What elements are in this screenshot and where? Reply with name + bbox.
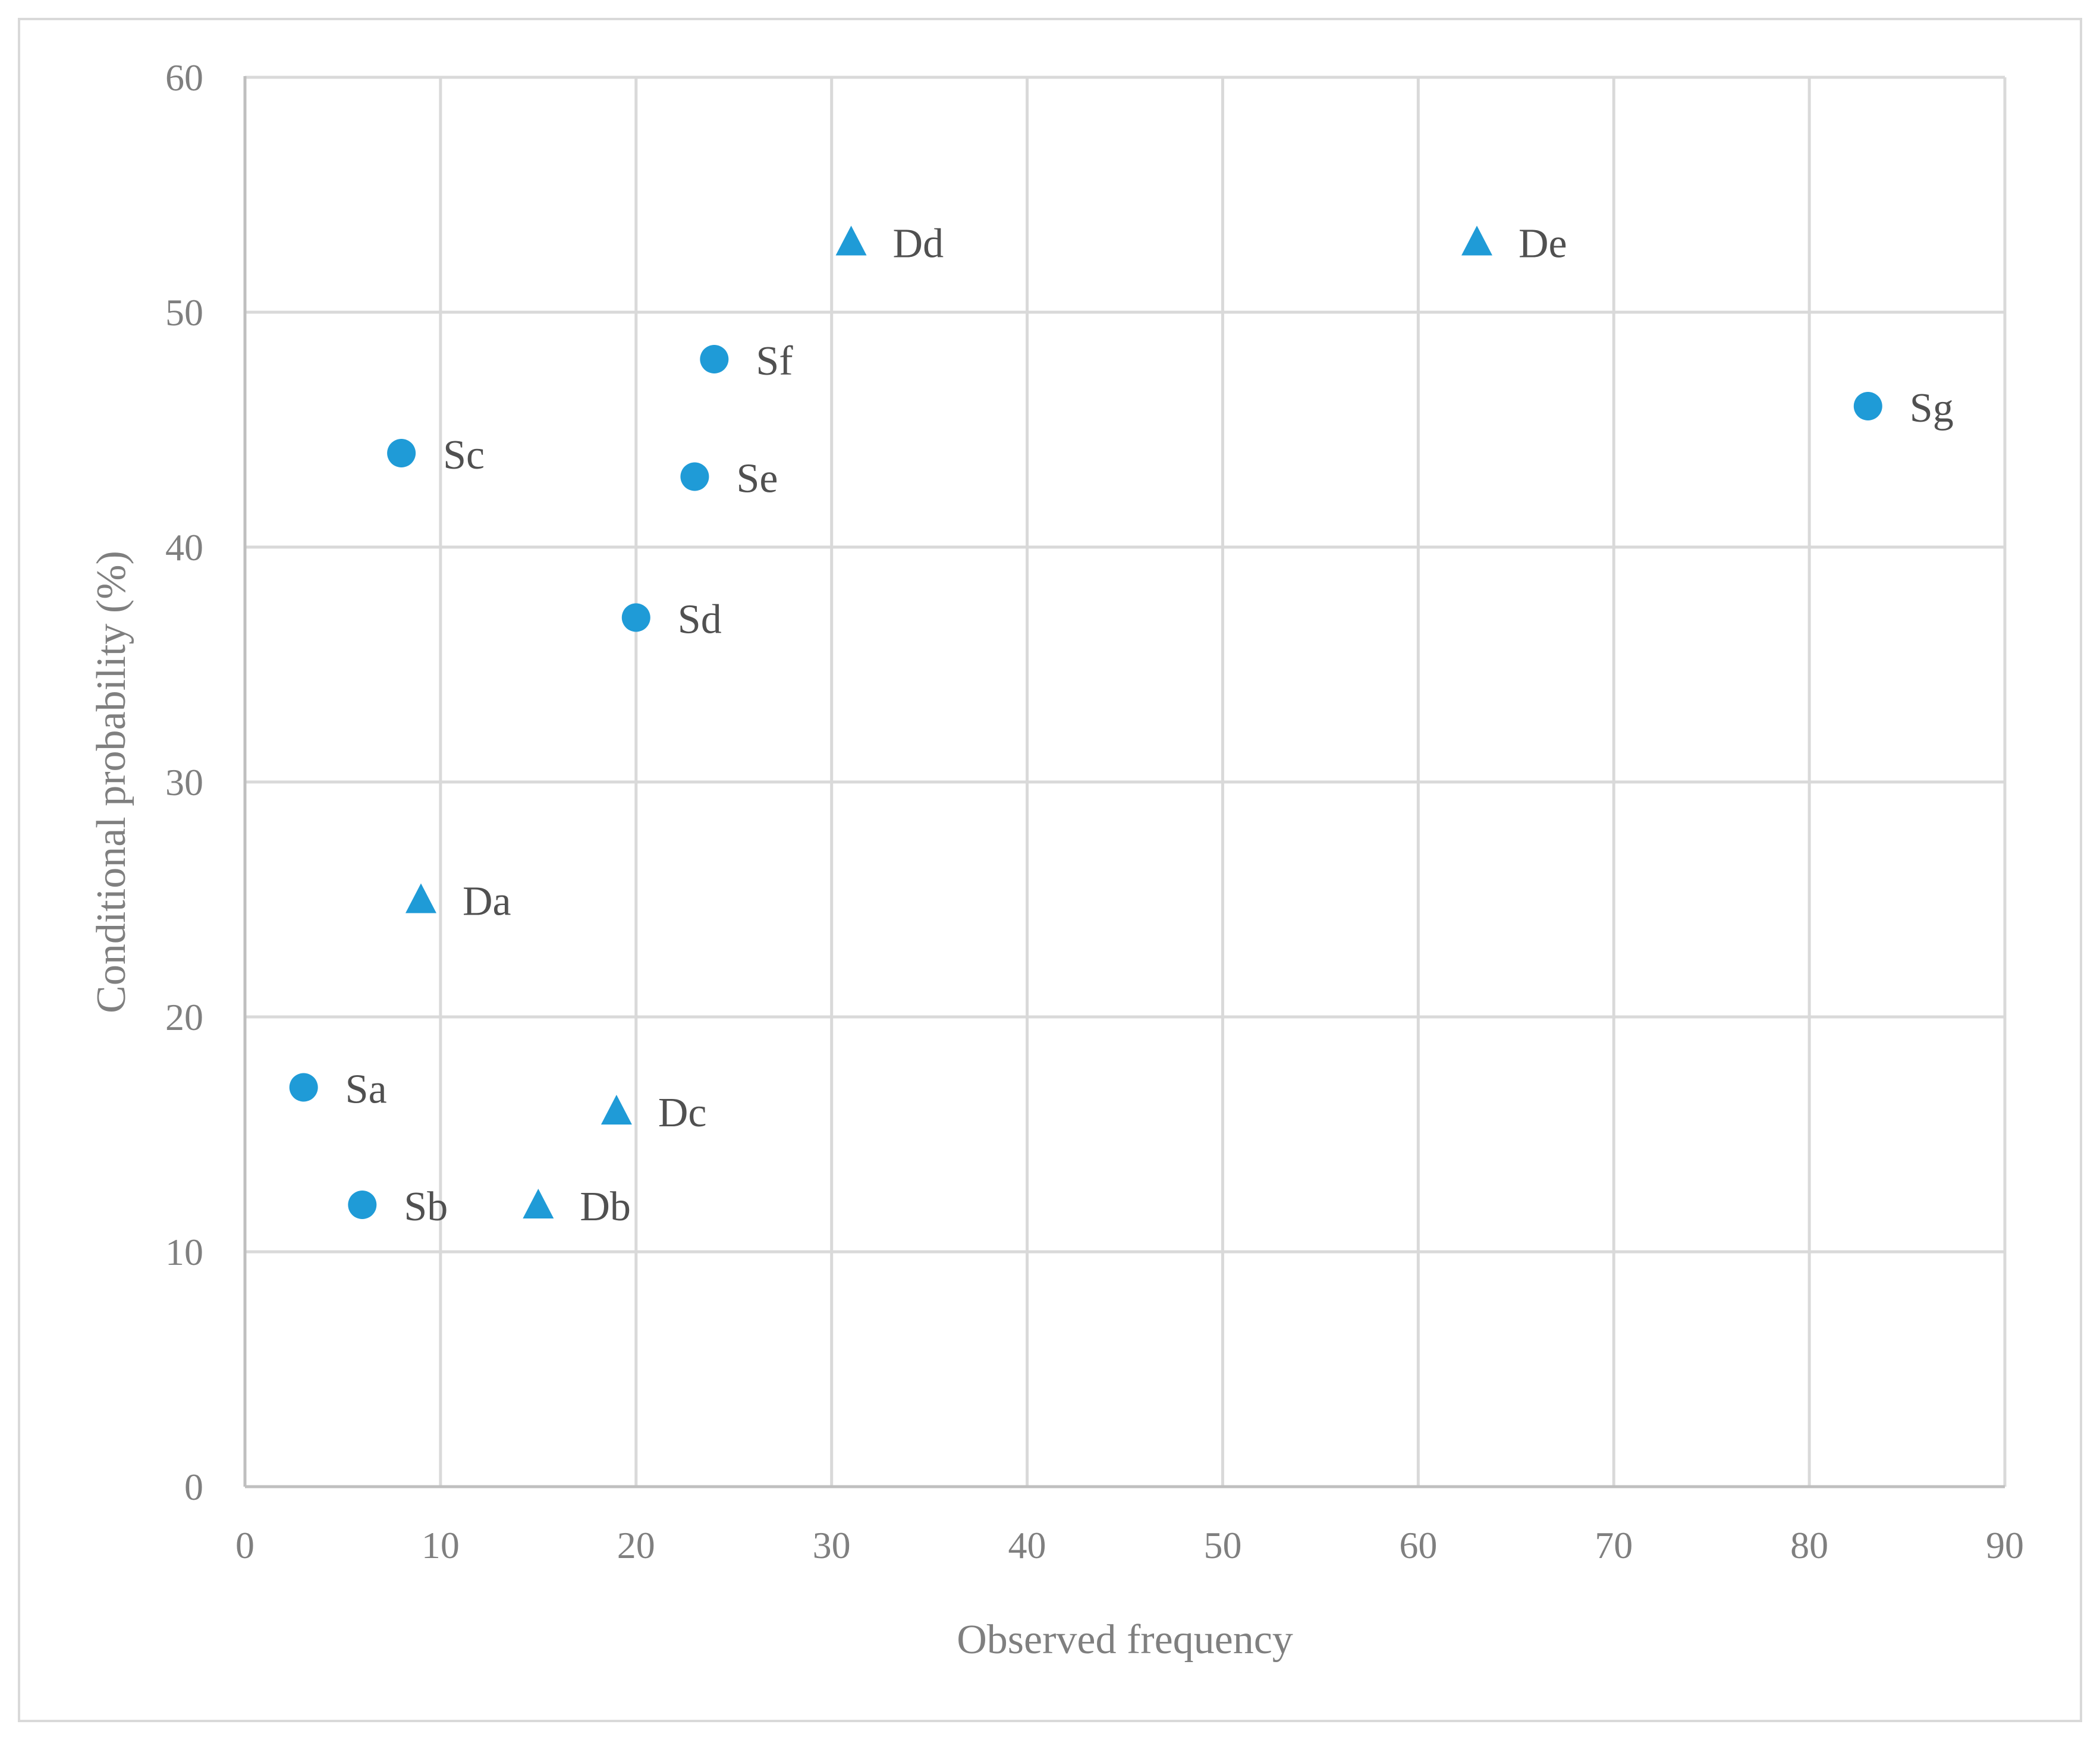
point-Se — [680, 462, 709, 491]
point-Sa — [289, 1073, 318, 1102]
x-tick-labels: 0 10 20 30 40 50 60 70 80 90 — [235, 1524, 2024, 1566]
x-tick-label-80: 80 — [1790, 1524, 1828, 1566]
x-tick-label-70: 70 — [1595, 1524, 1633, 1566]
y-tick-label-40: 40 — [165, 526, 203, 569]
y-tick-label-50: 50 — [165, 291, 203, 334]
point-Dd — [835, 225, 867, 256]
x-tick-label-50: 50 — [1203, 1524, 1241, 1566]
point-Sc — [387, 439, 416, 467]
point-label-Sd: Sd — [678, 597, 722, 643]
point-Sd — [621, 603, 650, 632]
y-tick-label-20: 20 — [165, 996, 203, 1038]
point-label-Se: Se — [736, 456, 778, 502]
point-label-Sg: Sg — [1910, 385, 1954, 431]
y-tick-labels: 0 10 20 30 40 50 60 — [165, 56, 203, 1508]
point-label-Dd: Dd — [893, 221, 944, 267]
point-label-Sc: Sc — [443, 432, 485, 478]
point-label-Sb: Sb — [404, 1184, 448, 1230]
x-tick-label-60: 60 — [1399, 1524, 1437, 1566]
chart-frame — [18, 18, 2082, 1722]
data-points — [289, 225, 1882, 1219]
x-tick-label-10: 10 — [422, 1524, 460, 1566]
y-tick-label-30: 30 — [165, 761, 203, 803]
point-label-Db: Db — [580, 1184, 631, 1230]
point-label-Da: Da — [463, 879, 511, 925]
x-tick-label-30: 30 — [813, 1524, 851, 1566]
point-Db — [523, 1189, 554, 1218]
y-tick-label-0: 0 — [184, 1466, 203, 1508]
y-axis-title: Conditional probability (%) — [89, 551, 134, 1013]
point-Sg — [1853, 392, 1882, 420]
point-label-Sf: Sf — [756, 338, 793, 384]
point-label-De: De — [1519, 221, 1567, 267]
point-De — [1461, 225, 1492, 256]
y-tick-label-10: 10 — [165, 1231, 203, 1273]
x-axis-title: Observed frequency — [957, 1617, 1293, 1663]
grid — [245, 76, 2007, 1487]
axes — [243, 76, 2005, 1488]
y-tick-label-60: 60 — [165, 56, 203, 99]
point-label-Sa: Sa — [345, 1067, 387, 1113]
x-tick-label-20: 20 — [617, 1524, 655, 1566]
x-tick-label-90: 90 — [1986, 1524, 2024, 1566]
point-Sf — [700, 345, 729, 373]
point-Dc — [601, 1095, 632, 1125]
point-Sb — [348, 1191, 377, 1219]
point-labels: Sa Sb Sc Sd Se Sf Sg Da Db Dc Dd De — [345, 221, 1954, 1230]
point-Da — [405, 883, 436, 913]
x-tick-label-0: 0 — [235, 1524, 254, 1566]
x-tick-label-40: 40 — [1008, 1524, 1046, 1566]
point-label-Dc: Dc — [658, 1090, 707, 1136]
